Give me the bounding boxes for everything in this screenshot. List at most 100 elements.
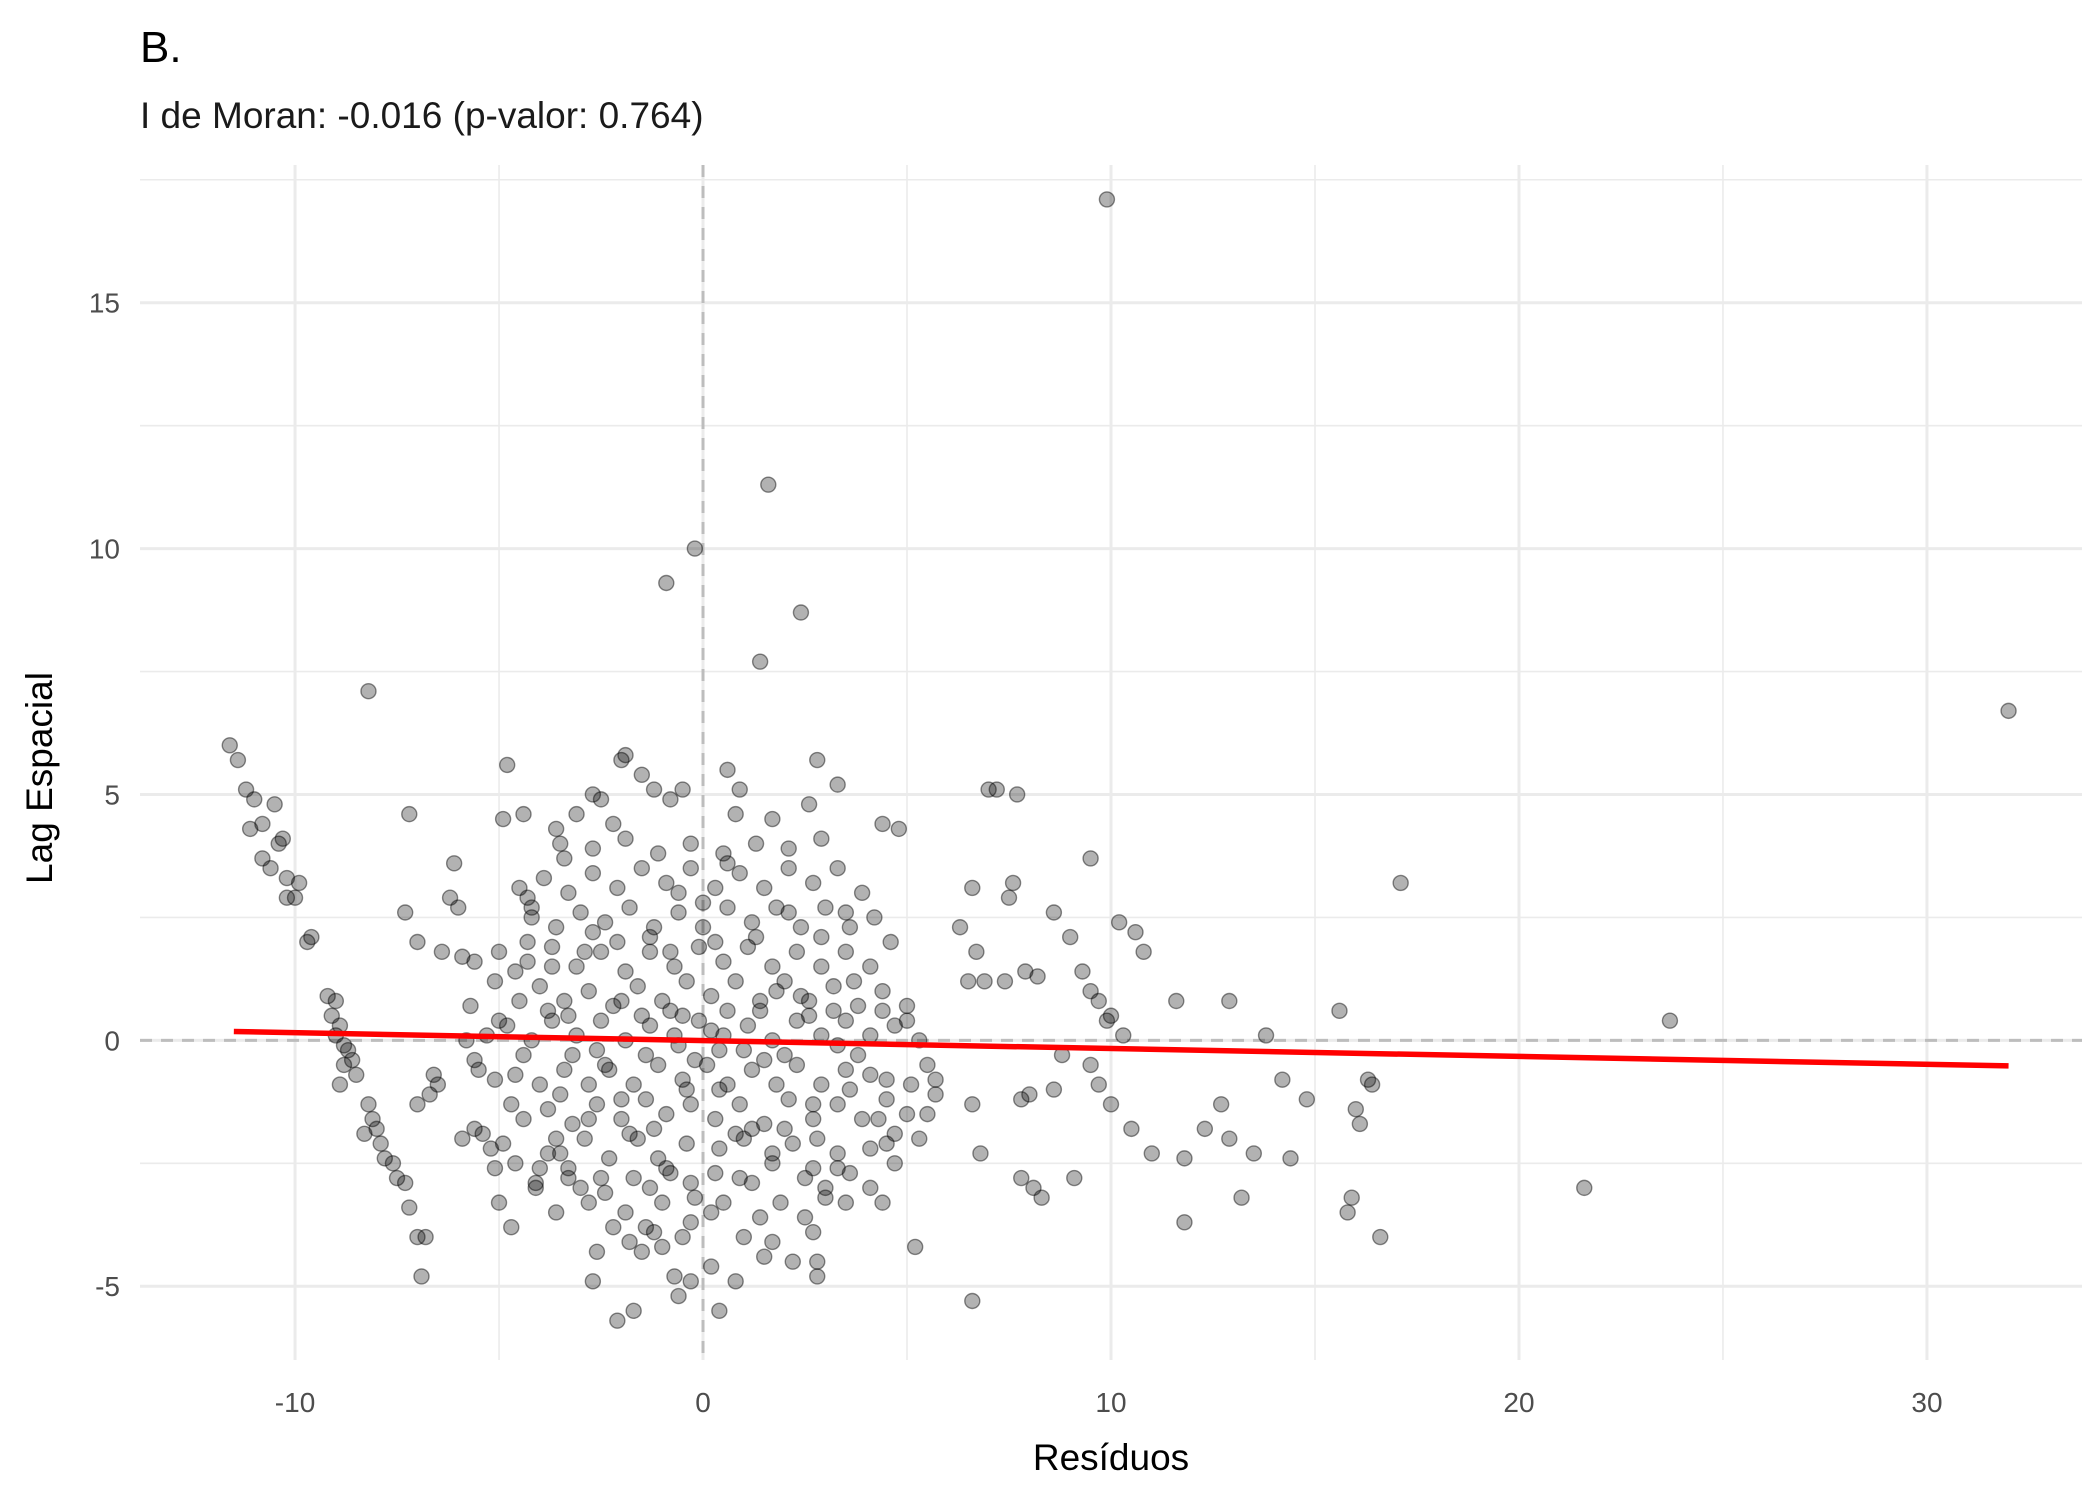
- data-point: [800, 992, 818, 1010]
- data-point: [719, 855, 736, 872]
- data-point: [702, 987, 720, 1005]
- data-point: [372, 1135, 389, 1152]
- data-point: [547, 1204, 565, 1221]
- data-point: [588, 1096, 606, 1113]
- data-point: [751, 1209, 769, 1226]
- data-point: [396, 904, 414, 921]
- data-point: [450, 899, 467, 916]
- data-point: [813, 830, 830, 847]
- data-point: [751, 992, 769, 1010]
- data-point: [490, 1194, 508, 1211]
- y-tick-label: 10: [89, 534, 120, 565]
- data-point: [527, 1174, 544, 1192]
- data-point: [246, 791, 263, 808]
- data-point: [804, 874, 822, 892]
- data-point: [870, 1110, 887, 1128]
- data-point: [809, 1253, 826, 1270]
- gridlines: [140, 165, 2082, 1360]
- data-point: [609, 879, 626, 897]
- data-point: [1066, 1169, 1083, 1187]
- data-point: [845, 973, 863, 990]
- data-point: [682, 1174, 699, 1192]
- data-point: [1661, 1012, 1679, 1029]
- data-point: [409, 1096, 426, 1113]
- data-point: [776, 1120, 793, 1138]
- data-point: [229, 751, 247, 769]
- data-point: [1245, 1145, 1262, 1162]
- data-point: [539, 1145, 557, 1162]
- data-point: [494, 810, 512, 828]
- data-point: [1351, 1115, 1369, 1133]
- chart-subtitle: I de Moran: -0.016 (p-valor: 0.764): [140, 95, 704, 136]
- data-point: [841, 1081, 859, 1098]
- data-point: [809, 1268, 826, 1285]
- data-point: [788, 1012, 806, 1029]
- data-point: [1168, 992, 1185, 1010]
- data-point: [547, 1130, 565, 1147]
- data-point: [813, 958, 830, 975]
- data-point: [560, 1007, 577, 1024]
- data-point: [592, 791, 610, 808]
- data-point: [613, 1110, 630, 1128]
- data-point: [1090, 1076, 1107, 1093]
- data-point: [898, 1105, 916, 1123]
- data-point: [519, 933, 536, 951]
- data-point: [1347, 1100, 1364, 1118]
- data-point: [735, 1041, 753, 1059]
- data-point: [609, 1312, 626, 1329]
- data-point: [331, 1076, 349, 1093]
- data-point: [625, 1302, 642, 1320]
- data-point: [813, 928, 830, 946]
- data-point: [792, 919, 810, 936]
- x-tick-label: -10: [275, 1387, 315, 1418]
- data-point: [829, 860, 846, 877]
- data-point: [323, 1007, 340, 1024]
- data-point: [1033, 1189, 1050, 1206]
- data-point: [960, 973, 977, 990]
- data-point: [490, 1012, 508, 1029]
- data-point: [1004, 874, 1022, 892]
- data-point: [792, 604, 810, 621]
- data-point: [547, 919, 565, 936]
- data-point: [466, 953, 483, 970]
- data-points: [221, 191, 2017, 1329]
- data-point: [862, 1027, 879, 1044]
- data-point: [662, 1002, 679, 1020]
- data-point: [621, 1233, 638, 1251]
- data-point: [743, 1174, 761, 1192]
- data-point: [662, 791, 679, 808]
- data-point: [519, 889, 536, 906]
- data-point: [911, 1130, 928, 1147]
- data-point: [482, 1140, 500, 1157]
- data-point: [613, 751, 630, 769]
- data-point: [303, 928, 320, 946]
- data-point: [409, 933, 426, 951]
- data-point: [560, 884, 577, 902]
- data-point: [299, 933, 316, 951]
- data-point: [768, 899, 785, 916]
- data-point: [645, 781, 663, 798]
- data-point: [1343, 1189, 1360, 1206]
- data-point: [804, 1223, 822, 1241]
- data-point: [862, 1140, 879, 1157]
- data-point: [531, 978, 549, 995]
- data-point: [711, 1140, 728, 1157]
- data-point: [800, 796, 818, 813]
- data-point: [690, 938, 708, 956]
- data-point: [874, 982, 891, 1000]
- data-point: [1000, 889, 1018, 906]
- data-point: [409, 1228, 426, 1246]
- data-point: [776, 1046, 793, 1064]
- data-point: [445, 855, 463, 872]
- data-point: [592, 1012, 610, 1029]
- data-point: [980, 781, 997, 798]
- data-point: [580, 1110, 597, 1128]
- data-point: [1082, 982, 1099, 1000]
- data-point: [605, 997, 622, 1015]
- data-point: [682, 1096, 699, 1113]
- data-point: [776, 973, 793, 990]
- data-point: [360, 1096, 377, 1113]
- data-point: [707, 1164, 724, 1182]
- data-point: [564, 1046, 581, 1064]
